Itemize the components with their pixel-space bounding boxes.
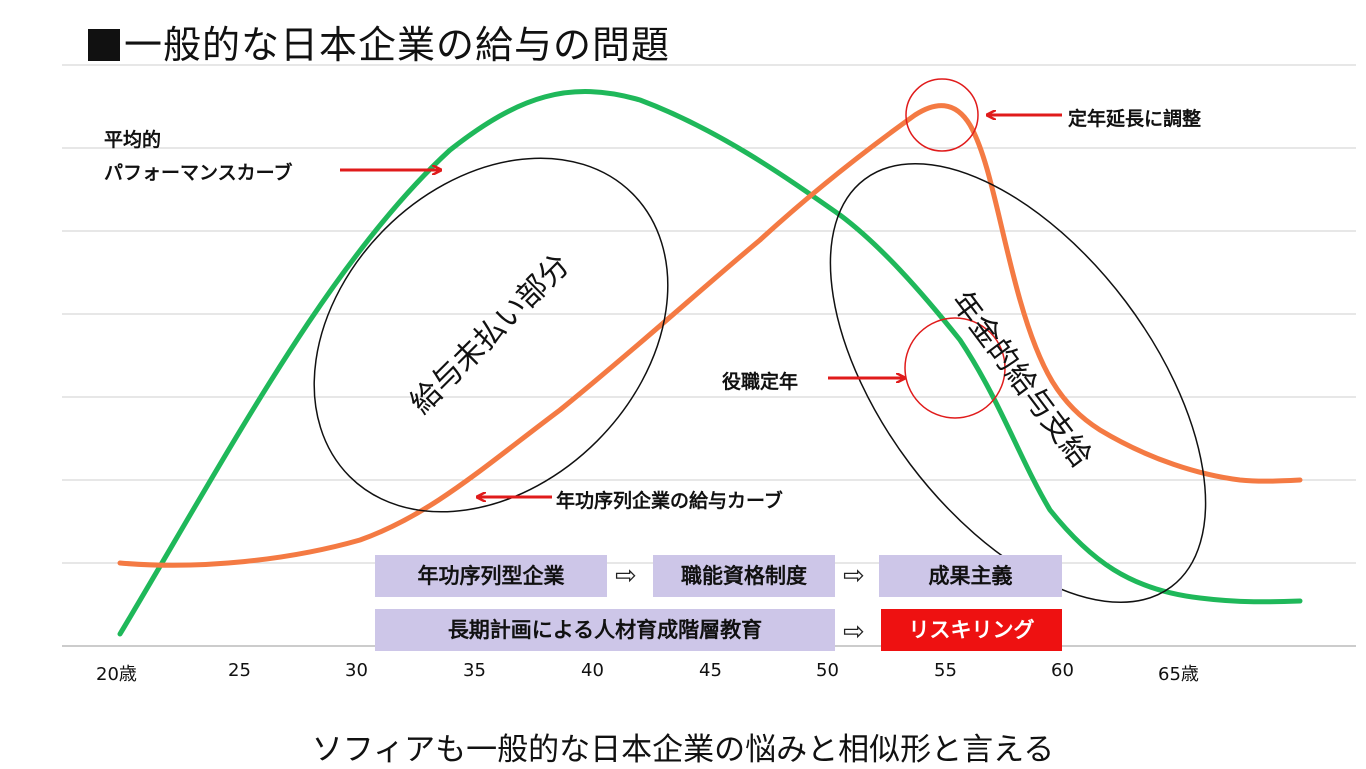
footer-caption: ソフィアも一般的な日本企業の悩みと相似形と言える bbox=[311, 732, 1055, 768]
pension-payment-ellipse bbox=[829, 162, 1207, 604]
x-tick: 60 bbox=[1051, 660, 1074, 681]
flow-box-reskilling: リスキリング bbox=[881, 609, 1062, 651]
flow-box-competency: 職能資格制度 bbox=[653, 555, 835, 597]
performance-label-line2: パフォーマンスカーブ bbox=[104, 162, 293, 184]
page-title: 一般的な日本企業の給与の問題 bbox=[88, 14, 670, 69]
x-tick: 50 bbox=[816, 660, 839, 681]
pension-payment-label: 年金的給与支給 bbox=[944, 285, 1098, 474]
x-tick: 45 bbox=[699, 660, 722, 681]
performance-curve bbox=[117, 89, 1303, 637]
position-retirement-label: 役職定年 bbox=[722, 371, 799, 393]
page-title-text: 一般的な日本企業の給与の問題 bbox=[124, 23, 671, 67]
square-bullet-icon bbox=[88, 29, 120, 61]
x-tick: 40 bbox=[581, 660, 604, 681]
right-outline-arrow-icon: ⇨ bbox=[843, 617, 865, 647]
retirement-extension-circle bbox=[905, 78, 979, 152]
x-tick: 65歳 bbox=[1158, 664, 1199, 685]
right-outline-arrow-icon: ⇨ bbox=[843, 561, 865, 591]
seniority-curve-label: 年功序列企業の給与カーブ bbox=[556, 490, 783, 512]
salary-curve bbox=[117, 103, 1303, 568]
performance-label-line1: 平均的 bbox=[104, 129, 162, 151]
x-tick: 20歳 bbox=[96, 664, 137, 685]
flow-box-seniority: 年功序列型企業 bbox=[375, 555, 607, 597]
x-tick: 55 bbox=[934, 660, 957, 681]
flow-box-performance: 成果主義 bbox=[879, 555, 1062, 597]
right-outline-arrow-icon: ⇨ bbox=[615, 561, 637, 591]
x-tick: 30 bbox=[345, 660, 368, 681]
x-tick: 35 bbox=[463, 660, 486, 681]
retirement-extension-label: 定年延長に調整 bbox=[1068, 108, 1202, 130]
grid-lines bbox=[62, 64, 1356, 647]
x-tick: 25 bbox=[228, 660, 251, 681]
unpaid-salary-label: 給与未払い部分 bbox=[404, 248, 577, 421]
flow-box-long-term-training: 長期計画による人材育成階層教育 bbox=[375, 609, 835, 651]
position-retirement-circle bbox=[904, 317, 1006, 419]
unpaid-salary-ellipse bbox=[313, 157, 669, 513]
